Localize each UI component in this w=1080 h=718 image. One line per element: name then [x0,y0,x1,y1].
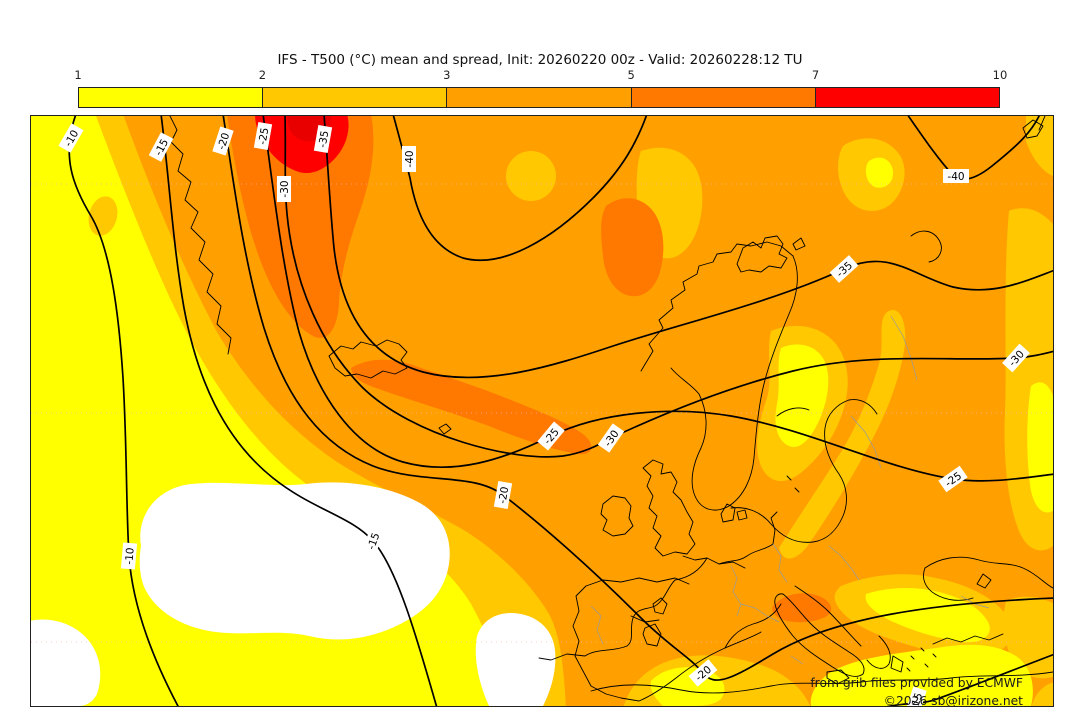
graticule-lines [31,183,1053,643]
isotherm-minus20 [222,116,1053,681]
coastlines [169,116,1053,702]
spread-5-7-regions [227,116,832,623]
colorbar-segment [631,88,816,107]
colorbar-tick: 3 [443,68,451,82]
colorbar-tick: 7 [811,68,820,82]
map-frame: -10 -15 -20 -25 -30 -35 -40 -40 -35 -30 -25 -25 -30-… [30,115,1054,707]
isotherm-minus30 [284,116,1053,458]
svg-text:-25: -25 [257,127,272,146]
colorbar: 1 2 3 5 7 10 [74,68,1007,112]
colorbar-segment [815,88,1000,107]
contour-label: -20 [212,126,234,156]
contour-label: -20 [493,480,513,510]
isotherm-minus10 [68,116,179,706]
isotherm-minus15 [160,116,438,706]
svg-text:-10: -10 [123,547,136,565]
contour-label: -35 [313,124,333,154]
colorbar-segment [263,88,448,107]
attribution-copyright: ©2026 sb@irizone.net [884,694,1024,706]
contour-label: -15 [905,686,927,706]
colorbar-tick: 1 [74,68,82,82]
contour-label: -15 [361,526,385,556]
isotherm-minus15-southeast [886,653,1053,706]
svg-text:-15: -15 [365,531,382,551]
svg-text:-35: -35 [317,130,332,149]
chart-title: IFS - T500 (°C) mean and spread, Init: 2… [277,52,803,68]
svg-text:-40: -40 [404,150,416,167]
colorbar-segment [79,88,264,107]
svg-text:-30: -30 [279,180,291,197]
svg-text:-20: -20 [497,486,512,505]
colorbar-ticks: 1 2 3 5 7 10 [74,68,1007,84]
contour-label: -25 [253,121,273,151]
colorbar-tick: 5 [627,68,635,82]
colorbar-tick: 2 [258,68,267,82]
attribution-source: from grib files provided by ECMWF [810,676,1023,690]
contour-label: -40 [943,169,969,183]
contour-label: -10 [120,542,138,570]
svg-text:-20: -20 [216,131,233,151]
map-svg: -10 -15 -20 -25-30-35-40-40-35-30-25-25 -30-… [31,116,1053,706]
colorbar-segment [447,88,632,107]
spread-1-2-patches [650,157,1053,706]
colorbar-gradient [78,87,1000,108]
isotherm-minus40-east [907,116,1040,180]
svg-text:-40: -40 [947,171,964,183]
isotherm-minus35 [323,116,1053,379]
contour-label: -40 [402,146,416,172]
isotherm-contours [68,116,1053,706]
svg-text:-15: -15 [909,691,926,706]
spread-3-5-region [123,116,1053,706]
colorbar-tick: 10 [992,68,1008,82]
spread-lt1-regions [31,482,556,706]
contour-label: -30 [277,176,291,202]
